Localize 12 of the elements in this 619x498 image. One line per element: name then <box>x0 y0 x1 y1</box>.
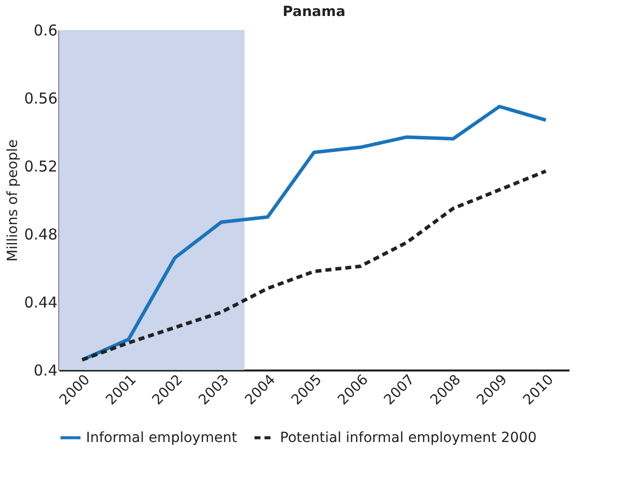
y-tick-label: 0.44 <box>24 294 58 312</box>
y-tick-label: 0.56 <box>24 90 58 108</box>
line-series <box>80 169 548 362</box>
y-tick-label: 0.4 <box>34 362 58 380</box>
legend-label: Potential informal employment 2000 <box>280 430 537 446</box>
chart-title: Panama <box>282 4 346 20</box>
y-tick-label: 0.6 <box>34 22 58 40</box>
line-series <box>80 104 548 362</box>
legend-label: Informal employment <box>86 430 238 446</box>
y-tick-label: 0.48 <box>24 226 58 244</box>
y-axis-title: Millions of people <box>5 139 22 262</box>
y-tick-label: 0.52 <box>24 158 58 176</box>
